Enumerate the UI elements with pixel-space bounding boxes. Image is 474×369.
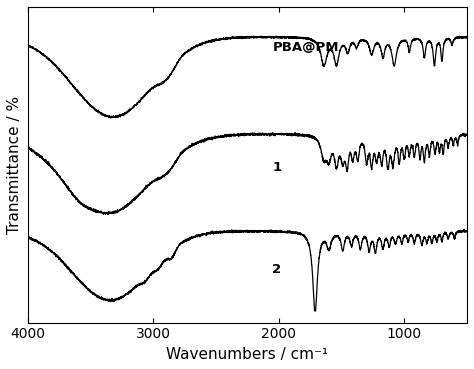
Text: PBA@PM: PBA@PM — [273, 41, 339, 54]
Text: 1: 1 — [273, 161, 282, 173]
Y-axis label: Transmittance / %: Transmittance / % — [7, 96, 22, 234]
X-axis label: Wavenumbers / cm⁻¹: Wavenumbers / cm⁻¹ — [166, 347, 328, 362]
Text: 2: 2 — [273, 263, 282, 276]
